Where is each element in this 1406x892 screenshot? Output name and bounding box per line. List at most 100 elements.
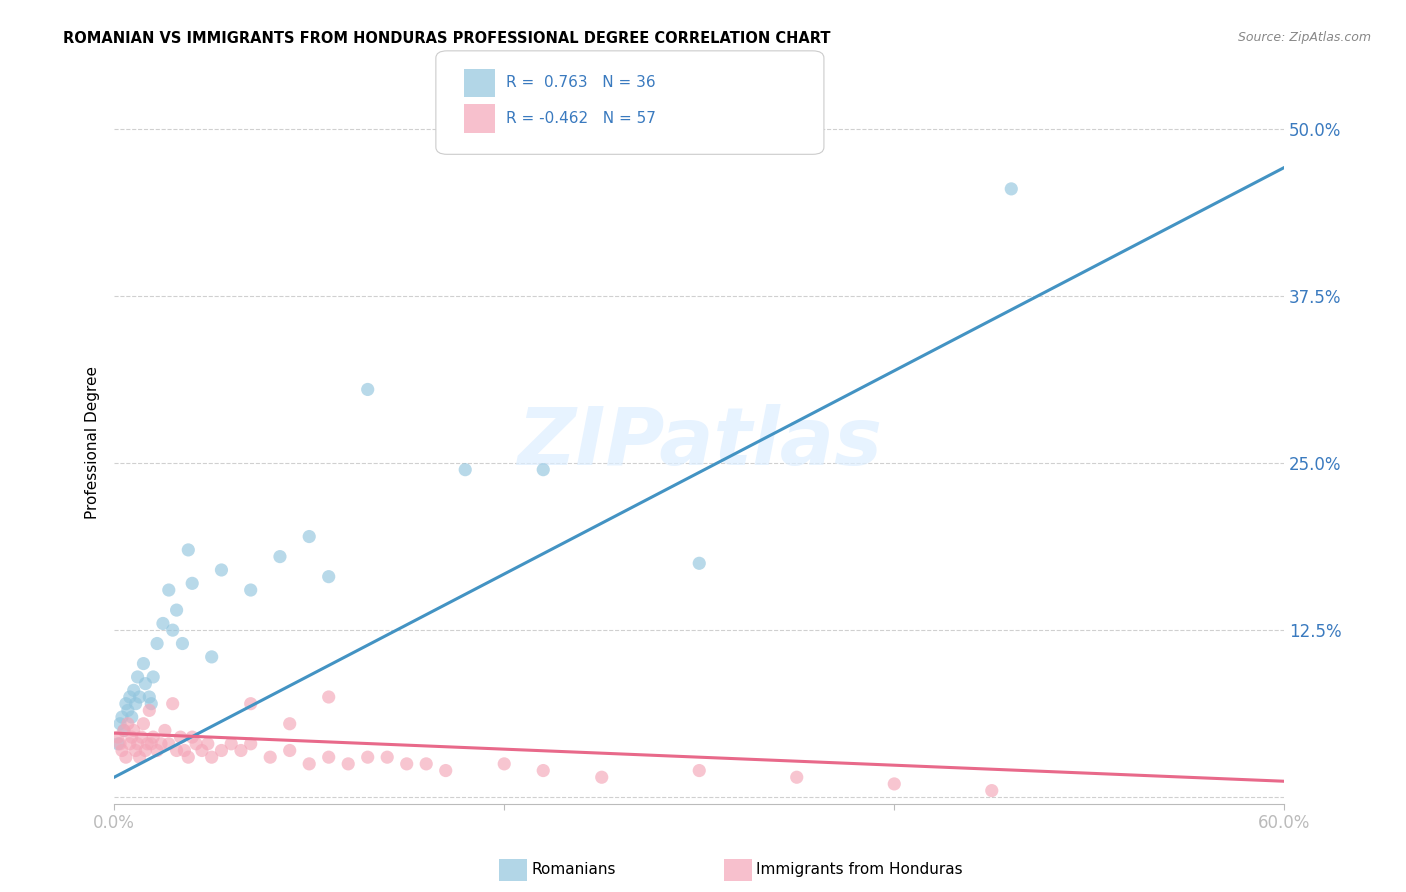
Point [112,723,135,738]
Point [239,737,262,751]
Point [146,743,169,757]
Point [169,730,191,744]
Point [138,703,160,717]
Point [124,743,146,757]
Point [298,530,321,544]
Point [122,723,145,738]
Point [454,463,477,477]
Point [115,750,138,764]
Point [980,783,1002,797]
Point [115,697,138,711]
Point [132,716,155,731]
Point [117,716,139,731]
Point [172,636,194,650]
Point [118,690,141,704]
Point [121,730,143,744]
Point [162,697,184,711]
Point [138,690,160,704]
Point [166,743,188,757]
Text: Immigrants from Honduras: Immigrants from Honduras [756,863,963,877]
Point [150,737,173,751]
Point [117,703,139,717]
Text: R =  0.763   N = 36: R = 0.763 N = 36 [506,76,655,90]
Y-axis label: Professional Degree: Professional Degree [86,367,100,519]
Point [131,730,153,744]
Point [531,764,554,778]
Point [318,690,340,704]
Point [177,750,200,764]
Text: ROMANIAN VS IMMIGRANTS FROM HONDURAS PROFESSIONAL DEGREE CORRELATION CHART: ROMANIAN VS IMMIGRANTS FROM HONDURAS PRO… [63,31,831,46]
Point [136,737,159,751]
Point [134,743,156,757]
Point [128,750,150,764]
Point [121,710,143,724]
Point [1000,182,1022,196]
Point [298,756,321,771]
Point [201,750,224,764]
Point [318,569,340,583]
Point [786,770,808,784]
Point [142,670,165,684]
Point [152,616,174,631]
Point [107,737,129,751]
Point [108,716,131,731]
Point [337,756,360,771]
Point [111,710,134,724]
Point [118,737,141,751]
Point [112,723,135,738]
Point [688,764,710,778]
Point [259,750,281,764]
Point [191,743,214,757]
Point [111,743,134,757]
Point [162,623,184,637]
Point [211,743,233,757]
Point [124,697,146,711]
Point [434,764,457,778]
Point [166,603,188,617]
Text: Source: ZipAtlas.com: Source: ZipAtlas.com [1237,31,1371,45]
Point [122,683,145,698]
Point [141,697,163,711]
Point [219,737,242,751]
Point [239,697,262,711]
Point [134,676,156,690]
Point [357,383,380,397]
Point [107,730,129,744]
Text: R = -0.462   N = 57: R = -0.462 N = 57 [506,112,657,126]
Point [211,563,233,577]
Point [153,723,176,738]
Point [128,690,150,704]
Point [318,750,340,764]
Point [108,737,131,751]
Point [132,657,155,671]
Point [141,737,163,751]
Point [415,756,437,771]
Point [278,716,301,731]
Text: ZIPatlas: ZIPatlas [517,404,882,482]
Point [173,743,195,757]
Point [591,770,613,784]
Point [395,756,418,771]
Point [201,649,224,664]
Point [142,730,165,744]
Point [146,636,169,650]
Point [375,750,398,764]
Point [239,582,262,597]
Point [688,556,710,570]
Point [157,737,180,751]
Point [181,576,204,591]
Point [181,730,204,744]
Point [127,737,149,751]
Point [494,756,516,771]
Point [278,743,301,757]
Point [229,743,252,757]
Point [269,549,291,564]
Point [197,737,219,751]
Point [127,670,149,684]
Point [883,777,905,791]
Point [157,582,180,597]
Point [531,463,554,477]
Text: Romanians: Romanians [531,863,616,877]
Point [357,750,380,764]
Point [184,737,207,751]
